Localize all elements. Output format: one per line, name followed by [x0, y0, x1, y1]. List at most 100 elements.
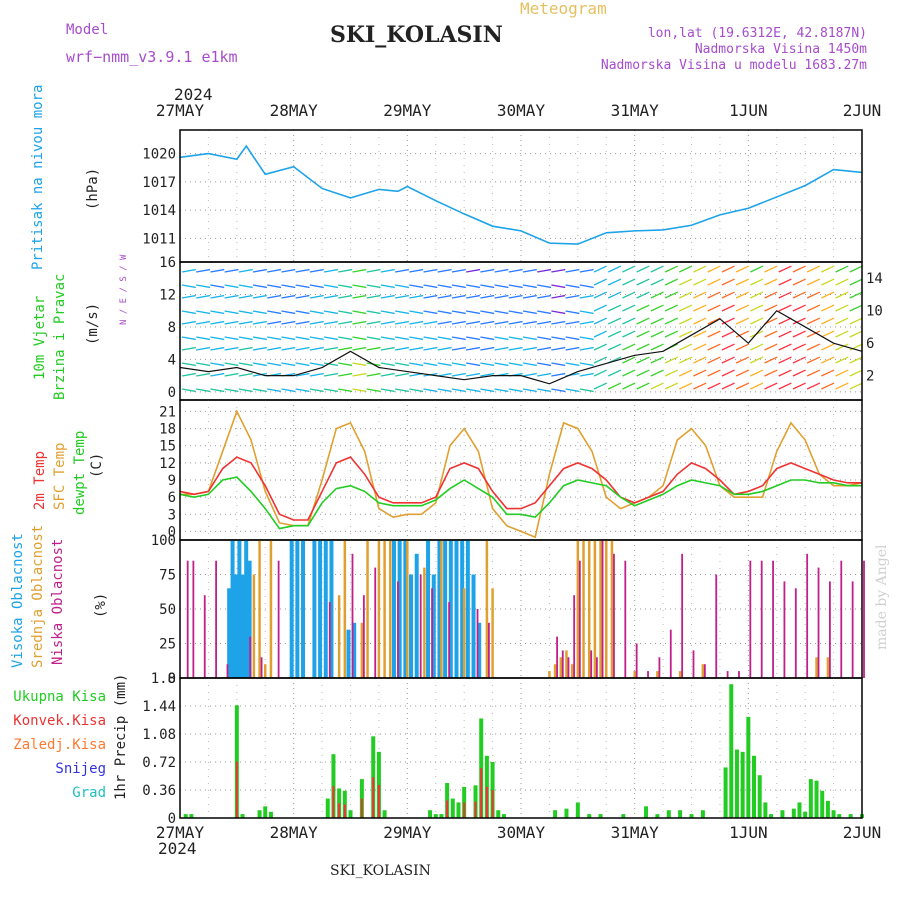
wind-arrow	[735, 382, 750, 390]
wind-arrow	[238, 294, 253, 299]
wind-arrow	[395, 268, 410, 273]
precip-bar	[797, 802, 802, 818]
convective-precip-bar	[332, 786, 335, 818]
wind-arrow	[622, 291, 636, 299]
wind-arrow	[309, 294, 324, 299]
wind-arrow	[622, 317, 636, 325]
wind-arrow	[267, 336, 282, 341]
low-cloud-bar	[863, 560, 865, 678]
low-cloud-bar	[726, 671, 729, 678]
wind-arrow	[849, 291, 863, 299]
wind-arrow	[679, 265, 693, 273]
wind-arrow	[323, 284, 338, 289]
high-cloud-bar	[397, 540, 402, 678]
high-cloud-bar	[289, 540, 294, 678]
high-cloud-bar	[391, 540, 396, 678]
wind-arrow	[466, 346, 481, 351]
wind-arrow	[849, 330, 863, 338]
x-tick-label-top: 2JUN	[843, 101, 882, 120]
wind-arrow	[238, 388, 253, 393]
wind-arrow	[579, 310, 594, 315]
wind-arrow	[238, 336, 253, 341]
wind-tick-label: 4	[168, 352, 176, 368]
low-cloud-bar	[851, 581, 854, 678]
wind-arrow	[693, 304, 707, 312]
wind-arrow	[238, 284, 253, 289]
wind-arrow	[423, 310, 438, 315]
meteogram-label: Meteogram	[520, 0, 607, 18]
mid-cloud-bar	[343, 540, 347, 678]
wind-arrow	[664, 265, 679, 273]
wind-arrow	[494, 336, 509, 341]
low-cloud-bar	[749, 560, 752, 678]
low-cloud-bar	[840, 560, 843, 678]
low-cloud-bar	[419, 574, 422, 678]
wind-arrow	[238, 372, 253, 377]
wind-arrow	[806, 317, 821, 325]
wind-arrow	[281, 388, 296, 393]
wind-arrow	[821, 304, 835, 312]
wind-arrow	[636, 265, 650, 273]
wind-arrow	[366, 388, 381, 393]
wind-arrow	[210, 336, 225, 341]
wind-arrow	[607, 304, 622, 312]
wind-arrow	[423, 336, 438, 341]
wind-arrow	[707, 382, 721, 390]
wind-arrow	[437, 336, 452, 341]
wind-arrow	[451, 320, 466, 325]
wind-tick-label: 0	[168, 385, 176, 401]
wind-arrow	[508, 346, 523, 351]
wind-arrow	[508, 388, 523, 393]
wind-arrow	[395, 346, 410, 351]
wind-arrow	[466, 268, 481, 273]
wind-arrow	[721, 356, 735, 364]
mid-cloud-bar	[815, 657, 818, 678]
wind-arrow	[707, 265, 721, 273]
wind-arrow	[508, 362, 523, 367]
cloud-unit-label: (%)	[93, 593, 109, 618]
low-cloud-bar	[192, 560, 195, 678]
wind-arrow	[821, 356, 835, 364]
wind-arrow	[664, 369, 679, 377]
wind-arrow	[395, 310, 410, 315]
wind-arrow	[537, 268, 552, 273]
wind-arrow	[750, 278, 764, 286]
wind-arrow	[338, 294, 353, 299]
wind-arrow	[196, 310, 211, 315]
year-bottom: 2024	[158, 839, 197, 858]
wind-arrow	[466, 320, 481, 325]
convective-precip-bar	[480, 768, 483, 818]
wind-arrow	[792, 356, 806, 364]
wind-arrow	[636, 291, 650, 299]
wind-arrow	[849, 356, 863, 364]
wind-arrow	[721, 304, 735, 312]
high-cloud-bar	[431, 574, 436, 678]
wind-arrow	[565, 346, 580, 351]
precip-bar	[496, 810, 501, 818]
wind-arrow	[835, 278, 849, 286]
wind-arrow	[735, 356, 750, 364]
wind-arrow	[849, 369, 863, 377]
wind-arrow	[679, 278, 693, 286]
temp-tick-label: 15	[159, 439, 176, 455]
wind-arrow	[792, 291, 806, 299]
wind-arrow	[707, 356, 721, 364]
precip-bar	[553, 810, 558, 818]
high-cloud-bar	[240, 574, 245, 678]
wind-arrow	[508, 336, 523, 341]
wind-compass-label: N / E / S / W	[119, 254, 129, 325]
wind-arrow	[181, 346, 196, 351]
wind-arrow	[707, 278, 721, 286]
wind-arrow	[849, 382, 863, 390]
precip-bar	[825, 800, 830, 818]
wind-arrow	[607, 382, 622, 390]
wind-arrow	[338, 336, 353, 341]
wind-arrow	[295, 310, 310, 315]
low-cloud-bar	[374, 567, 377, 678]
wind-arrow	[750, 265, 764, 273]
mid-cloud-bar	[383, 540, 386, 678]
wind-arrow	[281, 310, 296, 315]
wind-arrow	[380, 372, 395, 377]
wind-arrow	[650, 304, 664, 312]
wind-arrow	[792, 369, 806, 377]
